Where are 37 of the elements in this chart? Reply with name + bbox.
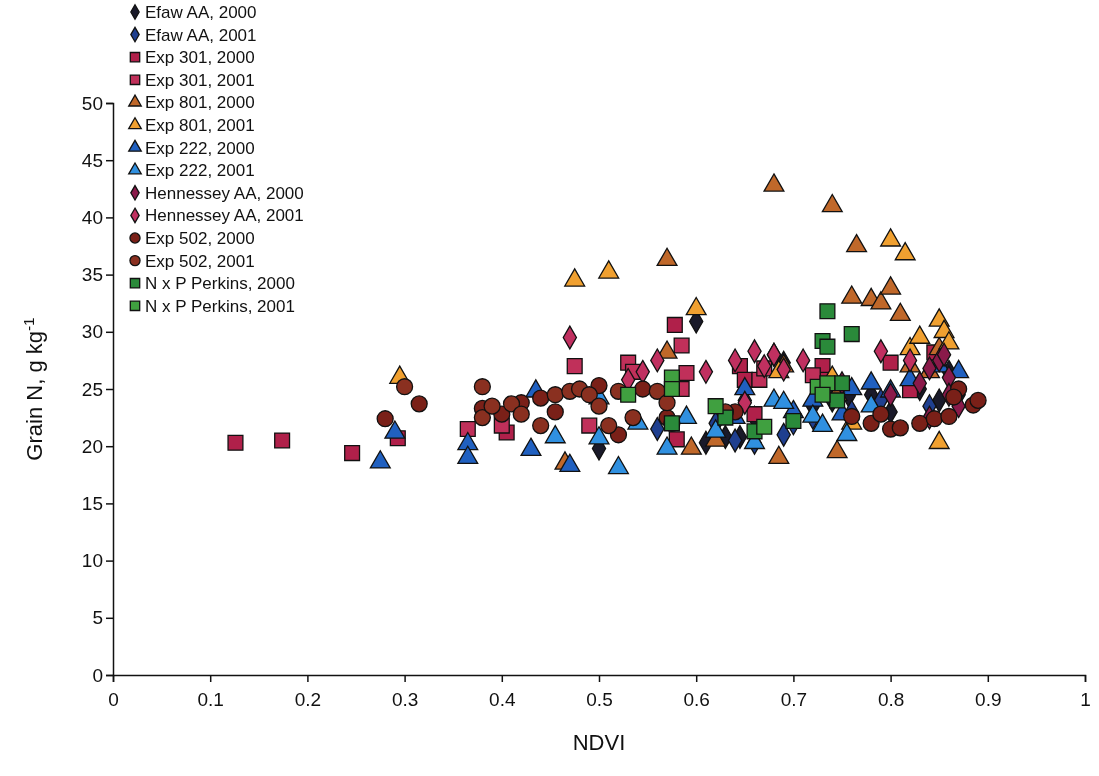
x-axis-title: NDVI xyxy=(572,730,626,755)
x-tick-label: 0.1 xyxy=(197,688,224,710)
legend-label: Exp 222, 2000 xyxy=(145,138,255,158)
y-tick-label: 30 xyxy=(81,321,103,343)
legend-label: Hennessey AA, 2000 xyxy=(145,183,304,203)
legend-label: Exp 502, 2001 xyxy=(145,251,255,271)
x-tick-label: 0.9 xyxy=(975,688,1002,710)
y-tick-label: 0 xyxy=(92,664,103,686)
y-tick-label: 50 xyxy=(81,92,103,114)
y-tick-label: 40 xyxy=(81,206,103,228)
x-tick-label: 0 xyxy=(108,688,119,710)
x-tick-label: 0.3 xyxy=(391,688,419,710)
legend-label: Exp 801, 2001 xyxy=(145,116,255,135)
x-tick-label: 0.7 xyxy=(780,688,808,710)
legend-label: Exp 301, 2001 xyxy=(145,70,255,90)
x-tick-label: 0.2 xyxy=(294,688,322,710)
legend-label: Hennessey AA, 2001 xyxy=(145,206,304,226)
y-tick-label: 25 xyxy=(81,378,103,400)
y-tick-label: 45 xyxy=(81,149,103,171)
legend-label: Exp 222, 2001 xyxy=(145,161,255,181)
legend-label: Exp 502, 2000 xyxy=(145,229,255,248)
legend-label: N x P Perkins, 2000 xyxy=(145,274,295,294)
legend-label: Exp 301, 2000 xyxy=(145,48,255,68)
y-tick-label: 20 xyxy=(81,435,103,457)
legend-label: Efaw AA, 2000 xyxy=(145,3,257,22)
legend-label: Efaw AA, 2001 xyxy=(145,25,257,45)
x-tick-label: 0.5 xyxy=(586,688,613,710)
y-tick-label: 35 xyxy=(81,264,103,286)
legend-label: N x P Perkins, 2001 xyxy=(145,296,295,316)
y-tick-label: 10 xyxy=(81,550,103,572)
x-tick-label: 1 xyxy=(1080,688,1091,710)
x-tick-label: 0.4 xyxy=(489,688,516,710)
y-tick-label: 5 xyxy=(92,607,103,629)
x-tick-label: 0.6 xyxy=(683,688,710,710)
x-tick-label: 0.8 xyxy=(877,688,905,710)
legend-label: Exp 801, 2000 xyxy=(145,93,255,113)
y-tick-label: 15 xyxy=(81,492,103,514)
